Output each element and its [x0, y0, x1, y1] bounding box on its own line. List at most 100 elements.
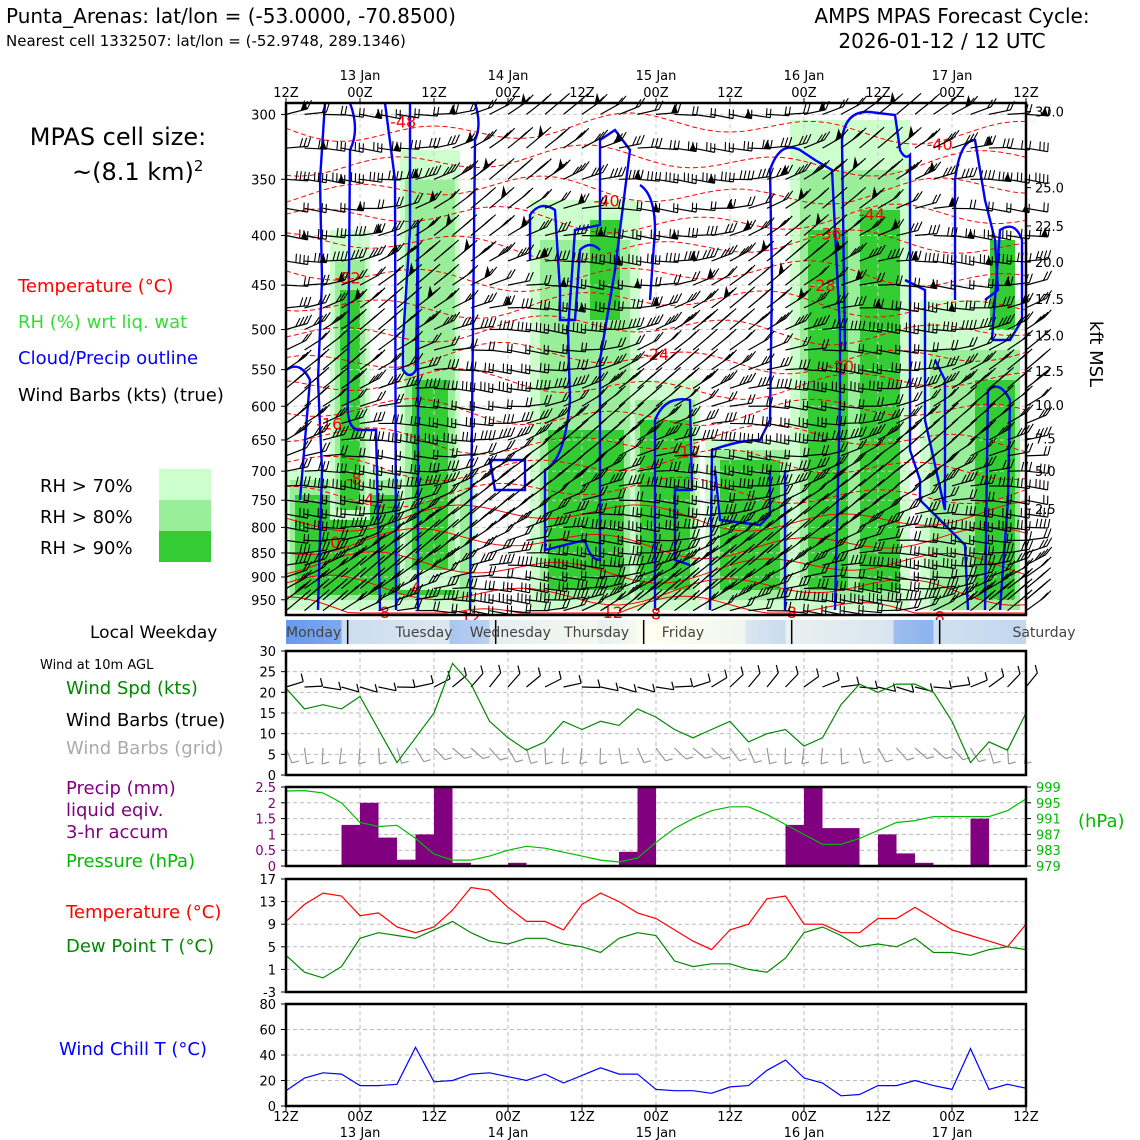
barb-flag — [451, 287, 460, 297]
barb-flag — [786, 190, 794, 200]
barb-flag — [1027, 423, 1034, 433]
wind-barb — [285, 202, 309, 213]
barb-flag — [391, 170, 395, 180]
barb-shaft — [600, 260, 623, 266]
barb-flag — [613, 300, 616, 310]
wind-barb — [822, 158, 848, 180]
barb-flag — [450, 163, 457, 173]
barb-flag — [560, 192, 568, 202]
barb-flag — [916, 190, 923, 200]
barb-flag — [362, 201, 365, 211]
barb-pennant — [891, 218, 899, 230]
wind-barb — [822, 186, 848, 209]
barb-flag — [897, 218, 905, 228]
barb-flag — [1043, 142, 1045, 152]
barb-flag — [1043, 528, 1048, 539]
barb-pennant — [300, 99, 308, 111]
barb-flag — [683, 478, 686, 488]
barb-flag — [452, 188, 460, 198]
barb-pennant — [429, 190, 436, 203]
wind-barb — [304, 171, 328, 184]
wind-barb — [581, 279, 605, 290]
barb-flag — [917, 250, 922, 260]
isotherm-label: 8 — [380, 603, 390, 622]
barb-pennant — [614, 131, 622, 143]
barb-flag — [838, 268, 846, 278]
barb-shaft — [322, 234, 345, 239]
barb-flag — [728, 449, 731, 459]
wind-barb — [655, 172, 679, 184]
barb-flag — [628, 169, 632, 180]
barb-flag — [575, 164, 583, 174]
barb-flag — [584, 224, 589, 234]
barb-flag — [695, 250, 700, 260]
barb-flag — [472, 131, 479, 141]
barb-flag — [706, 464, 708, 474]
barb-flag — [509, 268, 516, 278]
barb-flag — [373, 224, 378, 234]
wind-barb — [748, 108, 772, 119]
wind-chill-label: Wind Chill T (°C) — [59, 1039, 207, 1060]
wind-barb — [1025, 309, 1052, 330]
barb-flag — [380, 245, 387, 255]
barb-flag — [905, 251, 910, 261]
barb-flag — [687, 141, 690, 151]
barb-flag — [728, 172, 731, 182]
barb-flag — [484, 189, 493, 198]
barb-flag — [710, 107, 713, 117]
wind-barb — [433, 239, 459, 262]
barb-flag — [373, 172, 376, 182]
wind-barb — [470, 186, 497, 209]
barb-flag — [469, 382, 472, 392]
wind-barb — [433, 162, 461, 180]
wind-barb — [489, 214, 515, 237]
barb-flag — [396, 264, 405, 273]
barb-flag — [669, 252, 672, 262]
barb-flag — [306, 99, 312, 110]
wind-barb — [748, 193, 775, 209]
barb-flag — [856, 244, 864, 253]
barb-shaft — [951, 284, 974, 290]
barb-flag — [397, 242, 405, 252]
barb-flag — [751, 196, 756, 206]
isotherm-label: -40 — [594, 191, 620, 210]
barb-shaft — [711, 147, 734, 153]
barb-flag — [377, 199, 381, 209]
barb-pennant — [689, 142, 697, 152]
wind-barb — [970, 254, 993, 266]
cloud-outline-8 — [528, 204, 601, 322]
barb-flag — [710, 494, 712, 504]
wind-barb — [951, 279, 975, 290]
barb-shaft — [285, 260, 308, 266]
barb-flag — [462, 219, 472, 227]
barb-flag — [788, 449, 791, 459]
cloud-outline-14 — [840, 110, 970, 611]
barb-flag — [991, 278, 994, 288]
barb-flag — [726, 268, 735, 277]
barb-flag — [561, 221, 568, 232]
wind-barb — [729, 219, 757, 237]
cloud-outline-18 — [983, 385, 1012, 611]
wind-barb — [711, 244, 738, 262]
wind-barb — [563, 161, 590, 180]
barb-flag — [743, 140, 746, 151]
barb-flag — [461, 380, 464, 390]
barb-flag — [603, 255, 606, 265]
barb-shaft — [322, 207, 345, 213]
barb-flag — [646, 253, 649, 263]
wind-barb — [914, 160, 942, 180]
wind-barb — [803, 265, 830, 286]
wind-barb — [341, 141, 364, 153]
barb-flag — [954, 196, 959, 206]
barb-flag — [593, 133, 602, 142]
barb-flag — [706, 249, 712, 259]
barb-flag — [299, 254, 301, 264]
barb-flag — [1028, 273, 1033, 283]
barb-pennant — [670, 230, 678, 240]
wind-barb — [988, 229, 1012, 241]
wind-barb — [415, 215, 442, 237]
barb-flag — [507, 127, 516, 136]
barb-flag — [411, 243, 420, 252]
wind-barb — [655, 273, 682, 286]
barb-flag — [714, 108, 717, 118]
